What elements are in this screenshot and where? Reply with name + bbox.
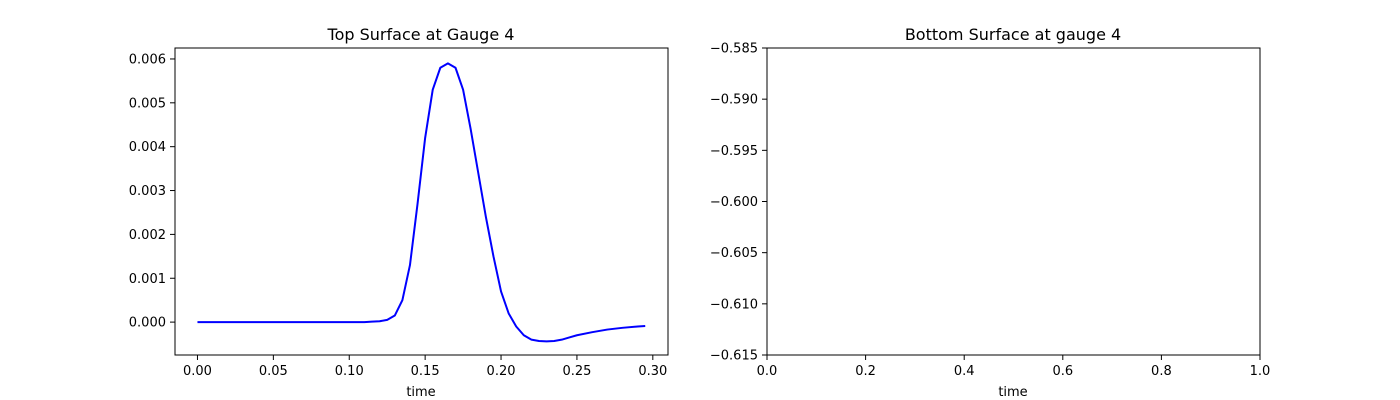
top-surface-y-tick-label: 0.004 <box>129 140 166 155</box>
top-surface-y-tick-label: 0.006 <box>129 52 166 67</box>
bottom-surface-x-ticks: 0.0 0.2 0.4 0.6 0.8 1.0 <box>757 355 1271 379</box>
bottom-surface-y-tick-label: −0.610 <box>710 297 758 312</box>
top-surface-x-tick-label: 0.10 <box>335 364 364 379</box>
top-surface-y-tick-label: 0.000 <box>129 316 166 331</box>
top-surface-series-line <box>197 62 646 343</box>
bottom-surface-x-tick-label: 0.0 <box>757 364 778 379</box>
top-surface-y-tick-label: 0.002 <box>129 228 166 243</box>
bottom-surface-x-tick-label: 0.4 <box>954 364 975 379</box>
bottom-surface-y-ticks: −0.615 −0.610 −0.605 −0.600 −0.595 −0.590 −0.5… <box>710 42 767 364</box>
bottom-surface-title: Bottom Surface at gauge 4 <box>905 25 1121 44</box>
bottom-surface-x-tick-label: 0.2 <box>855 364 876 379</box>
top-surface-y-tick-label: 0.005 <box>129 96 166 111</box>
top-surface-plot-area <box>197 62 646 343</box>
top-surface-y-ticks: 0.000 0.001 0.002 0.003 0.004 0.005 0.006 <box>129 52 175 331</box>
bottom-surface-y-tick-label: −0.590 <box>710 93 758 108</box>
top-surface-x-axis-label: time <box>406 385 435 400</box>
bottom-surface-y-tick-label: −0.600 <box>710 195 758 210</box>
bottom-surface-x-tick-label: 0.8 <box>1151 364 1172 379</box>
top-surface-x-ticks: 0.00 0.05 0.10 0.15 0.20 0.25 0.30 <box>183 355 667 379</box>
top-surface-x-tick-label: 0.20 <box>487 364 516 379</box>
bottom-surface-frame <box>766 47 1261 356</box>
bottom-surface-x-tick-label: 0.6 <box>1052 364 1073 379</box>
top-surface-y-tick-label: 0.001 <box>129 272 166 287</box>
top-surface-x-tick-label: 0.25 <box>562 364 591 379</box>
top-surface-title: Top Surface at Gauge 4 <box>327 25 515 44</box>
top-surface-x-tick-label: 0.00 <box>183 364 212 379</box>
bottom-surface-x-axis-label: time <box>998 385 1027 400</box>
top-surface-x-tick-label: 0.05 <box>259 364 288 379</box>
top-surface-axes: Top Surface at Gauge 4 0.00 0.05 0.10 0.15 0… <box>129 25 669 400</box>
bottom-surface-axes: Bottom Surface at gauge 4 0.0 0.2 0.4 0.6 0.… <box>710 25 1270 400</box>
top-surface-frame <box>174 47 669 356</box>
bottom-surface-y-tick-label: −0.585 <box>710 42 758 57</box>
bottom-surface-y-tick-label: −0.615 <box>710 349 758 364</box>
bottom-surface-x-tick-label: 1.0 <box>1250 364 1271 379</box>
top-surface-x-tick-label: 0.15 <box>411 364 440 379</box>
bottom-surface-y-tick-label: −0.605 <box>710 246 758 261</box>
bottom-surface-y-tick-label: −0.595 <box>710 144 758 159</box>
top-surface-y-tick-label: 0.003 <box>129 184 166 199</box>
top-surface-x-tick-label: 0.30 <box>638 364 667 379</box>
